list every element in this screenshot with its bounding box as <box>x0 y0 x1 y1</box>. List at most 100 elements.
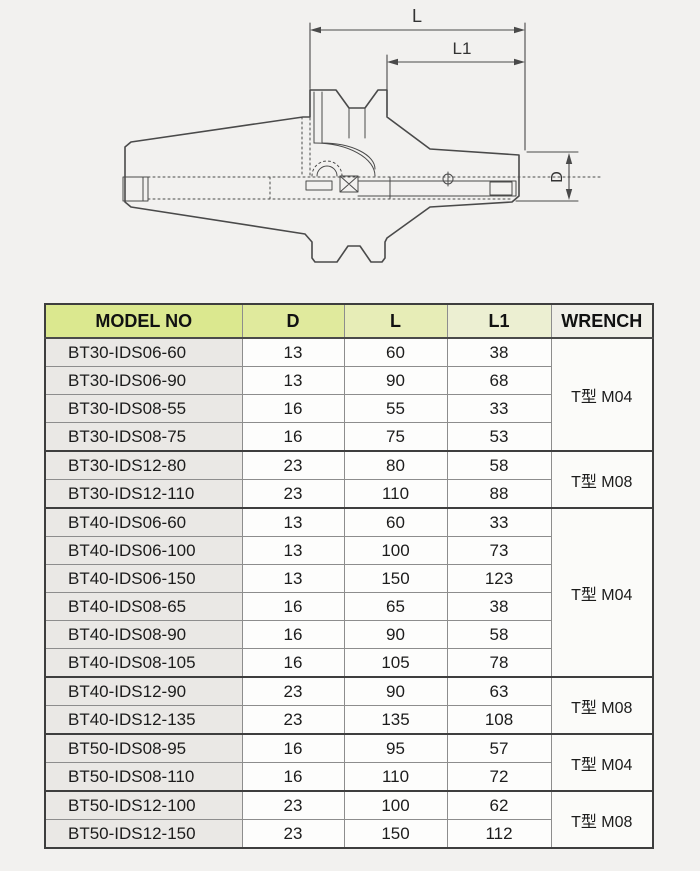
l-cell: 80 <box>343 450 448 480</box>
l-cell: 60 <box>343 337 448 367</box>
l1-cell: 108 <box>446 705 552 735</box>
model-cell: BT50-IDS08-95 <box>44 733 243 763</box>
spec-table: MODEL NO D L L1 WRENCH BT30-IDS06-60 13 … <box>44 303 654 849</box>
l-cell: 55 <box>343 394 448 423</box>
model-cell: BT30-IDS08-75 <box>44 422 243 452</box>
arrow-icon <box>565 153 573 164</box>
table-row: BT40-IDS06-150 13 150 123 <box>44 564 653 593</box>
header-model-no: MODEL NO <box>44 303 243 339</box>
dimension-label-d: D <box>549 171 566 183</box>
d-cell: 16 <box>241 733 345 763</box>
model-cell: BT30-IDS06-90 <box>44 366 243 395</box>
l-cell: 60 <box>343 507 448 537</box>
wrench-cell: T型 M08 <box>550 790 654 849</box>
table-row: BT30-IDS06-90 13 90 68 <box>44 366 653 395</box>
table-row: BT30-IDS12-110 23 110 88 <box>44 479 653 509</box>
l1-cell: 33 <box>446 394 552 423</box>
table-row: BT50-IDS08-95 16 95 57 T型 M04 <box>44 733 654 792</box>
d-cell: 16 <box>241 422 345 452</box>
l1-cell: 112 <box>446 819 552 849</box>
model-cell: BT40-IDS06-60 <box>44 507 243 537</box>
d-cell: 13 <box>241 564 345 593</box>
model-cell: BT40-IDS08-90 <box>44 620 243 649</box>
l1-cell: 33 <box>446 507 552 537</box>
d-cell: 16 <box>241 648 345 678</box>
l1-cell: 72 <box>446 762 552 792</box>
table-row: BT50-IDS12-150 23 150 112 <box>44 819 653 849</box>
table-row: BT40-IDS06-100 13 100 73 <box>44 536 653 565</box>
l-cell: 150 <box>343 819 448 849</box>
table-row: BT30-IDS06-60 13 60 38 T型 M04 <box>44 337 654 452</box>
internal-parts <box>122 165 517 202</box>
l-cell: 105 <box>343 648 448 678</box>
wrench-cell: T型 M04 <box>550 337 654 452</box>
dimension-label-l1: L1 <box>453 39 472 58</box>
l1-cell: 63 <box>446 676 552 706</box>
l1-cell: 78 <box>446 648 552 678</box>
d-cell: 16 <box>241 620 345 649</box>
l1-cell: 123 <box>446 564 552 593</box>
flange-groove-lines <box>313 91 366 144</box>
d-cell: 23 <box>241 705 345 735</box>
side-screw-icon <box>442 173 454 185</box>
l-cell: 100 <box>343 536 448 565</box>
l1-cell: 88 <box>446 479 552 509</box>
arrow-icon <box>310 26 321 34</box>
table-row: BT50-IDS12-100 23 100 62 T型 M08 <box>44 790 654 849</box>
d-cell: 23 <box>241 819 345 849</box>
d-cell: 23 <box>241 790 345 820</box>
l-cell: 100 <box>343 790 448 820</box>
arrow-icon <box>565 189 573 200</box>
table-row: BT40-IDS08-65 16 65 38 <box>44 592 653 621</box>
header-l: L <box>343 303 448 339</box>
header-d: D <box>241 303 345 339</box>
l1-cell: 58 <box>446 450 552 480</box>
table-row: BT50-IDS08-110 16 110 72 <box>44 762 653 792</box>
model-cell: BT30-IDS06-60 <box>44 337 243 367</box>
arrow-icon <box>514 26 525 34</box>
d-cell: 23 <box>241 479 345 509</box>
arrow-icon <box>514 58 525 66</box>
model-cell: BT30-IDS08-55 <box>44 394 243 423</box>
d-cell: 13 <box>241 507 345 537</box>
dimension-label-l: L <box>412 6 422 26</box>
tool-drawing-svg: L L1 D <box>122 6 601 263</box>
l1-cell: 38 <box>446 592 552 621</box>
model-cell: BT40-IDS06-100 <box>44 536 243 565</box>
l-cell: 90 <box>343 366 448 395</box>
dimension-extension-lines <box>309 22 579 202</box>
header-l1: L1 <box>446 303 552 339</box>
d-cell: 13 <box>241 337 345 367</box>
l1-cell: 73 <box>446 536 552 565</box>
l1-cell: 58 <box>446 620 552 649</box>
hidden-lines <box>127 87 601 200</box>
model-cell: BT30-IDS12-80 <box>44 450 243 480</box>
d-cell: 23 <box>241 676 345 706</box>
model-cell: BT40-IDS08-65 <box>44 592 243 621</box>
l-cell: 90 <box>343 620 448 649</box>
l-cell: 150 <box>343 564 448 593</box>
model-cell: BT50-IDS12-100 <box>44 790 243 820</box>
l-cell: 95 <box>343 733 448 763</box>
tool-holder-technical-drawing: L L1 D <box>0 0 700 296</box>
table-row: BT40-IDS12-90 23 90 63 T型 M08 <box>44 676 654 735</box>
table-row: BT40-IDS08-105 16 105 78 <box>44 648 653 678</box>
table-row: BT30-IDS08-55 16 55 33 <box>44 394 653 423</box>
d-cell: 16 <box>241 592 345 621</box>
model-cell: BT30-IDS12-110 <box>44 479 243 509</box>
wrench-cell: T型 M04 <box>550 507 654 678</box>
table-row: BT40-IDS06-60 13 60 33 T型 M04 <box>44 507 654 678</box>
l-cell: 110 <box>343 479 448 509</box>
table-row: BT30-IDS08-75 16 75 53 <box>44 422 653 452</box>
model-cell: BT50-IDS08-110 <box>44 762 243 792</box>
d-cell: 16 <box>241 762 345 792</box>
l-cell: 110 <box>343 762 448 792</box>
arrow-icon <box>387 58 398 66</box>
table-header-row: MODEL NO D L L1 WRENCH <box>44 303 654 339</box>
model-cell: BT40-IDS08-105 <box>44 648 243 678</box>
d-cell: 13 <box>241 366 345 395</box>
model-cell: BT40-IDS06-150 <box>44 564 243 593</box>
model-cell: BT50-IDS12-150 <box>44 819 243 849</box>
d-cell: 13 <box>241 536 345 565</box>
